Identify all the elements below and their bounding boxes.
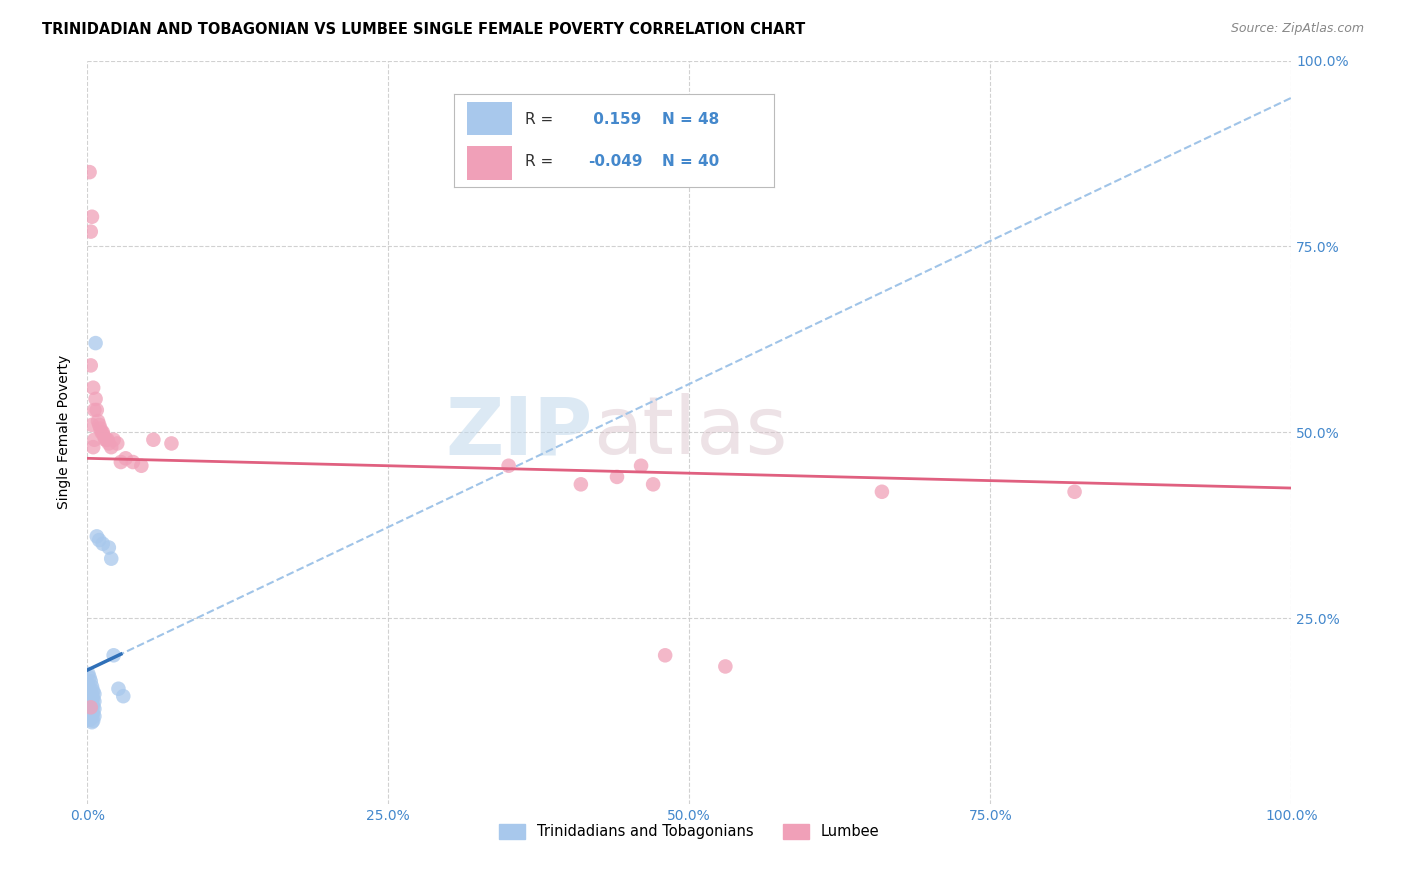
Point [82,691,104,706]
Point [94,433,117,447]
Point [77,697,100,711]
Point [122,455,145,469]
Point [80,687,103,701]
Point [606,470,628,484]
Point [100,551,122,566]
Point [90,425,112,440]
Point [91,425,114,440]
Point [79,681,101,696]
Point [79,713,101,727]
Point [110,455,132,469]
Text: atlas: atlas [593,393,787,471]
Point [77,689,100,703]
Point [83,403,105,417]
Point [82,684,104,698]
Point [107,681,129,696]
Point [77,704,100,718]
Point [79,165,101,179]
Point [79,694,101,708]
Point [77,678,100,692]
Point [103,648,125,663]
Point [131,458,153,473]
Point [91,537,114,551]
Point [83,694,105,708]
Point [84,392,107,406]
Text: TRINIDADIAN AND TOBAGONIAN VS LUMBEE SINGLE FEMALE POVERTY CORRELATION CHART: TRINIDADIAN AND TOBAGONIAN VS LUMBEE SIN… [42,22,806,37]
Point [86,529,108,543]
Y-axis label: Single Female Poverty: Single Female Poverty [58,355,72,509]
Text: ZIP: ZIP [446,393,593,471]
Point [83,702,105,716]
Point [79,689,101,703]
Point [77,666,100,681]
Point [93,429,115,443]
Point [89,533,111,547]
Point [82,381,104,395]
Point [112,689,135,703]
Point [80,700,103,714]
Point [80,685,103,699]
Point [498,458,520,473]
Point [79,709,101,723]
Point [84,336,107,351]
Point [80,691,103,706]
Point [100,440,122,454]
Point [87,414,110,428]
Point [80,417,103,432]
Point [80,674,103,689]
Point [714,659,737,673]
Point [80,225,103,239]
Point [80,359,103,373]
Point [569,477,592,491]
Point [80,708,103,723]
Point [83,687,105,701]
Point [83,433,105,447]
Point [86,403,108,417]
Point [96,433,118,447]
Point [114,451,136,466]
Point [80,711,103,725]
Point [77,685,100,699]
Point [79,698,101,713]
Point [82,714,104,728]
Legend: Trinidadians and Tobagonians, Lumbee: Trinidadians and Tobagonians, Lumbee [494,818,886,845]
Point [654,648,676,663]
Point [89,417,111,432]
Point [77,700,100,714]
Point [80,210,103,224]
Point [160,436,183,450]
Point [1063,484,1085,499]
Point [103,433,125,447]
Point [643,477,665,491]
Point [83,709,105,723]
Text: Source: ZipAtlas.com: Source: ZipAtlas.com [1230,22,1364,36]
Point [80,706,103,721]
Point [80,702,103,716]
Point [79,671,101,685]
Point [80,715,103,730]
Point [79,702,101,716]
Point [97,541,120,555]
Point [79,706,101,721]
Point [142,433,165,447]
Point [80,680,103,694]
Point [105,436,128,450]
Point [630,458,652,473]
Point [82,706,104,721]
Point [80,697,103,711]
Point [870,484,893,499]
Point [77,693,100,707]
Point [82,440,104,454]
Point [89,421,111,435]
Point [97,433,120,447]
Point [80,694,103,708]
Point [80,702,103,716]
Point [97,436,120,450]
Point [82,698,104,713]
